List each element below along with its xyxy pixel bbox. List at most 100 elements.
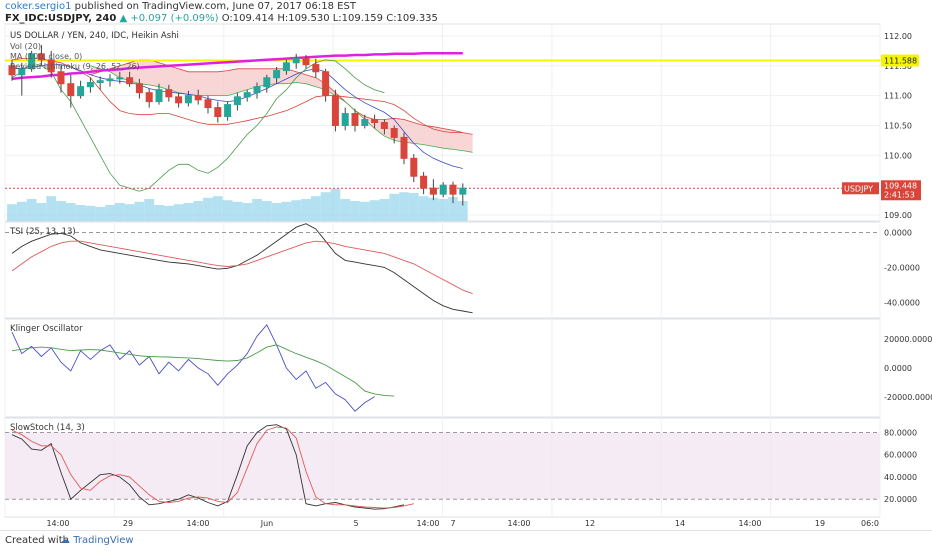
indicator-tick-label: 60.0000 <box>884 451 917 460</box>
volume-bar <box>242 203 253 221</box>
candle-body <box>282 62 290 72</box>
volume-bar <box>310 196 321 221</box>
level-badge-label: 111.588 <box>884 57 917 66</box>
kijun-line <box>11 57 463 134</box>
time-axis-label: 7 <box>450 519 455 528</box>
volume-bar <box>350 201 360 221</box>
candle-body <box>77 86 85 97</box>
author-link[interactable]: coker.sergio1 <box>5 1 72 12</box>
volume-bar <box>399 192 409 221</box>
volume-bar <box>75 205 86 221</box>
ichimoku-cloud <box>90 59 473 153</box>
candle-body <box>459 187 467 195</box>
indicator-pane-title: SlowStoch (14, 3) <box>10 423 85 433</box>
candle-body <box>263 77 271 88</box>
price-tick-label: 112.00 <box>884 32 912 41</box>
volume-bar <box>408 193 419 221</box>
indicator-tick-label: 0.0000 <box>884 228 912 237</box>
candle-body <box>371 119 379 124</box>
indicator-tick-label: -40.0000 <box>884 298 920 307</box>
candle-body <box>439 184 447 195</box>
last-price-badge-label: 109.448 <box>884 181 917 190</box>
volume-bar <box>320 192 331 221</box>
ohlc-values: O:109.414 H:109.530 L:109.159 C:109.335 <box>221 13 438 24</box>
candle-body <box>194 95 202 101</box>
indicator-tick-label: 40.0000 <box>884 473 917 482</box>
candle-body <box>106 78 114 82</box>
price-tick-label: 110.00 <box>884 151 912 160</box>
candle-body <box>322 71 330 97</box>
indicator-series-line <box>11 344 395 397</box>
candle-body <box>292 58 300 64</box>
symbol-label[interactable]: FX_IDC:USDJPY, 240 <box>5 13 117 24</box>
last-price-badge <box>881 180 921 201</box>
candle-body <box>18 68 26 76</box>
tradingview-brand[interactable]: ☁ TradingView <box>60 535 134 546</box>
volume-bar <box>389 193 400 221</box>
volume-bar <box>154 205 164 221</box>
candle-body <box>224 104 232 118</box>
candle-body <box>253 86 261 94</box>
volume-bar <box>301 199 311 221</box>
indicator-series-line <box>11 426 414 509</box>
chikou-line <box>11 59 385 192</box>
volume-bar <box>114 203 125 221</box>
candle-body <box>96 80 104 84</box>
candle-body <box>341 113 349 126</box>
price-change: ▲ +0.097 (+0.09%) <box>119 13 219 24</box>
indicator-series-line <box>11 323 375 412</box>
candle-body <box>312 64 320 73</box>
volume-bar <box>281 201 292 221</box>
candle-body <box>145 92 153 103</box>
candle-body <box>57 71 65 85</box>
volume-bar <box>193 201 204 221</box>
candle-body <box>429 187 437 195</box>
volume-bar <box>271 203 282 221</box>
footer-bar: Created with ☁ TradingView <box>0 530 932 551</box>
volume-bar <box>65 203 76 221</box>
candle-body <box>67 83 75 97</box>
time-axis-label: 14:00 <box>738 519 761 528</box>
time-axis-label: 19 <box>815 519 825 528</box>
volume-bar <box>379 199 390 221</box>
time-axis-label: 14:00 <box>416 519 439 528</box>
candle-body <box>155 89 163 103</box>
candle-body <box>184 95 192 104</box>
volume-bar <box>222 200 233 221</box>
volume-bar <box>124 204 135 221</box>
price-tick-label: 111.00 <box>884 92 912 101</box>
time-axis-label: Jun <box>260 519 274 528</box>
volume-bar <box>291 200 302 221</box>
indicator-series-line <box>11 240 473 295</box>
candle-body <box>380 122 388 129</box>
indicator-series-line <box>11 223 473 314</box>
volume-bar <box>369 200 380 221</box>
volume-bar <box>105 205 115 221</box>
volume-bar <box>7 204 17 221</box>
volume-bar <box>56 201 66 221</box>
volume-bar <box>428 197 439 221</box>
time-axis-label: 14:00 <box>46 519 69 528</box>
candle-body <box>28 53 36 70</box>
candle-body <box>273 70 281 79</box>
candle-body <box>449 184 457 195</box>
price-tick-label: 109.00 <box>884 211 912 220</box>
cloud-span-b-line <box>90 65 473 153</box>
symbol-badge <box>842 182 879 195</box>
time-axis-label: 29 <box>123 519 133 528</box>
volume-bar <box>163 205 174 221</box>
indicator-pane-title: TSI (25, 13, 13) <box>9 227 76 237</box>
indicator-tick-label: 80.0000 <box>884 428 917 437</box>
stoch-band <box>5 432 880 500</box>
volume-bar <box>16 201 27 221</box>
candle-body <box>243 92 251 98</box>
volume-bar <box>183 203 194 221</box>
volume-bar <box>95 207 106 221</box>
candle-body <box>175 96 183 104</box>
candle-body <box>204 99 212 109</box>
chart-svg[interactable]: 112.00111.50111.00110.50110.00109.50109.… <box>0 0 932 530</box>
publish-header: coker.sergio1 published on TradingView.c… <box>5 1 356 12</box>
candle-body <box>390 127 398 138</box>
volume-bar <box>26 199 37 221</box>
